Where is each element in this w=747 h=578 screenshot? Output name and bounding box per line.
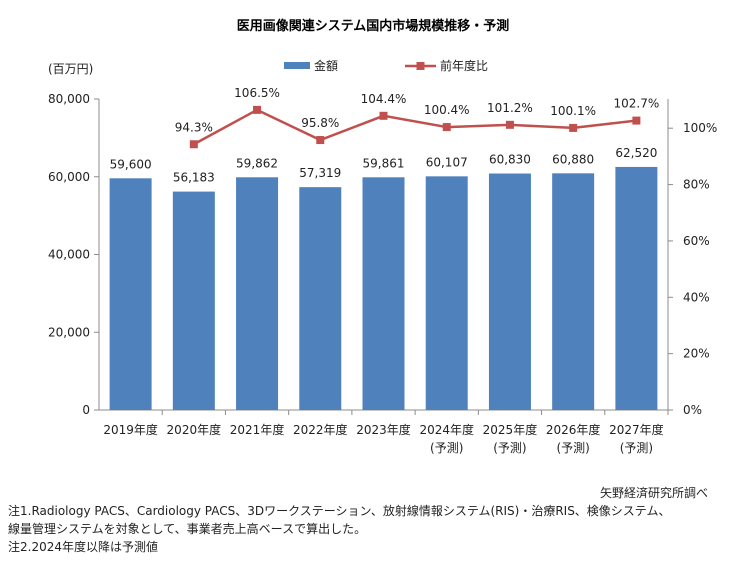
bar-value-label: 60,880 [552, 152, 594, 166]
plot-area: 0 20,000 40,000 60,000 80,000 0% 20% 40% 60% 80% 1… [48, 86, 717, 455]
yoy-marker [379, 111, 388, 120]
yoy-value-label: 101.2% [487, 101, 533, 115]
y-right-tick-label: 0% [683, 403, 702, 417]
yoy-value-label: 102.7% [614, 97, 660, 111]
yoy-value-label: 106.5% [234, 86, 280, 100]
yoy-value-label: 100.4% [424, 103, 470, 117]
x-tick-label: (予測) [493, 441, 526, 455]
yoy-marker [253, 105, 262, 114]
yoy-value-label: 95.8% [301, 116, 339, 130]
yoy-marker [505, 120, 514, 129]
bar-value-label: 59,862 [236, 156, 278, 170]
bar-value-label: 59,600 [110, 157, 152, 171]
bar [172, 191, 215, 410]
yoy-marker [442, 123, 451, 132]
bar-value-label: 57,319 [299, 166, 341, 180]
x-tick-label: 2027年度 [609, 422, 664, 437]
y-right-tick-label: 80% [683, 178, 710, 192]
x-tick-label: 2026年度 [546, 422, 601, 437]
y-right-tick-label: 40% [683, 290, 710, 304]
y-left-tick-label: 20,000 [48, 325, 90, 339]
yoy-marker [316, 136, 325, 145]
x-tick-label: 2023年度 [356, 422, 411, 437]
y-left-tick-label: 60,000 [48, 170, 90, 184]
yoy-value-label: 100.1% [550, 104, 596, 118]
note-line: 注2.2024年度以降は予測値 [8, 540, 158, 554]
y-right-tick-label: 20% [683, 347, 710, 361]
bar [109, 178, 152, 410]
bar [236, 177, 279, 410]
source-credit: 矢野経済研究所調べ [600, 486, 709, 500]
yoy-marker [569, 123, 578, 132]
legend-marker-yoy [416, 62, 425, 70]
chart-title: 医用画像関連システム国内市場規模推移・予測 [237, 18, 510, 34]
bar [299, 187, 342, 410]
yoy-value-label: 104.4% [361, 92, 407, 106]
bar-value-label: 60,830 [489, 153, 531, 167]
y-left-unit-label: (百万円) [48, 62, 93, 76]
x-tick-label: 2020年度 [167, 422, 222, 437]
x-tick-label: 2024年度 [419, 422, 474, 437]
y-left-tick-label: 80,000 [48, 92, 90, 106]
x-tick-label: (予測) [430, 441, 463, 455]
x-tick-label: 2025年度 [483, 422, 538, 437]
y-right-tick-label: 100% [683, 121, 717, 135]
notes: 注1.Radiology PACS、Cardiology PACS、3Dワークス… [8, 502, 743, 556]
y-left-tick-label: 0 [82, 403, 90, 417]
y-left-tick-label: 40,000 [48, 248, 90, 262]
bar [552, 173, 595, 410]
x-tick-label: 2022年度 [293, 422, 348, 437]
legend-label-amount: 金額 [314, 58, 338, 73]
bar [615, 166, 658, 410]
bar-value-label: 62,520 [615, 146, 657, 160]
legend-swatch-amount [284, 62, 310, 69]
yoy-marker [632, 116, 641, 125]
note-line: 線量管理システムを対象として、事業者売上高ベースで算出した。 [8, 522, 367, 536]
legend: 金額 前年度比 [284, 58, 488, 73]
x-tick-label: (予測) [620, 441, 653, 455]
x-tick-label: (予測) [556, 441, 589, 455]
bar [488, 173, 531, 410]
note-line: 注1.Radiology PACS、Cardiology PACS、3Dワークス… [8, 504, 671, 518]
yoy-marker [189, 140, 198, 149]
yoy-value-label: 94.3% [175, 120, 213, 134]
yoy-line [193, 108, 637, 146]
legend-label-yoy: 前年度比 [440, 58, 488, 73]
bar-value-label: 59,861 [363, 156, 405, 170]
bar-value-label: 56,183 [173, 171, 215, 185]
bar [425, 176, 468, 410]
bar-value-label: 60,107 [426, 155, 468, 169]
chart: 医用画像関連システム国内市場規模推移・予測 (百万円) 金額 前年度比 0 20,0… [48, 18, 717, 455]
bar [362, 177, 405, 410]
x-tick-label: 2021年度 [230, 422, 285, 437]
x-tick-label: 2019年度 [103, 422, 158, 437]
y-right-tick-label: 60% [683, 234, 710, 248]
